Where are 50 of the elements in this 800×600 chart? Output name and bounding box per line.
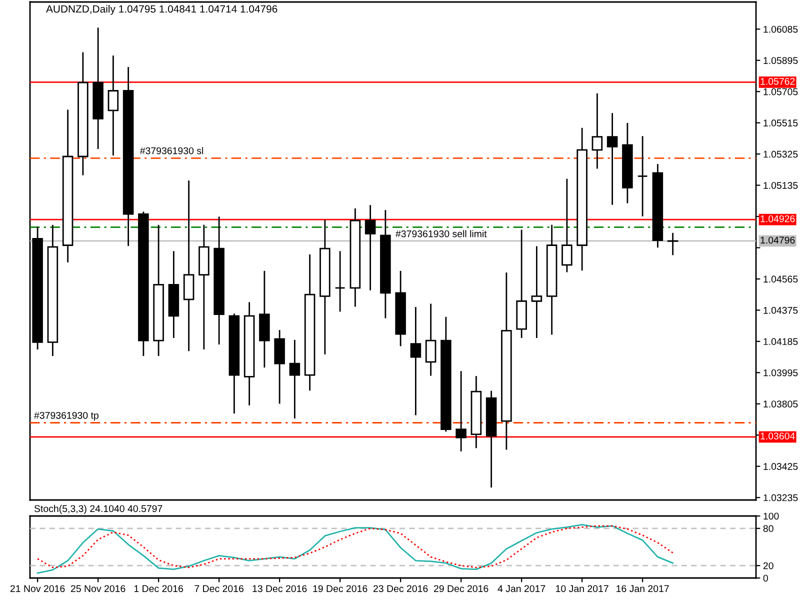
y-tick-label: 1.03235	[764, 494, 798, 502]
ref-line-label: 1.03604	[760, 432, 795, 440]
y-tick-label: 1.06085	[764, 26, 798, 33]
candlestick	[108, 56, 119, 156]
candlestick	[456, 371, 466, 452]
candlestick	[410, 307, 422, 416]
candlestick	[531, 246, 542, 338]
x-tick-label: 4 Jan 2017	[498, 585, 546, 592]
candlestick	[289, 340, 300, 419]
ref-line-label: #379361930 sl	[140, 147, 204, 154]
ref-line-label: #379361930 sell limit	[396, 230, 487, 238]
x-tick-label: 13 Dec 2016	[252, 585, 307, 592]
x-tick-label: 10 Jan 2017	[556, 585, 608, 592]
y-tick-label: 1.04375	[764, 306, 798, 314]
x-tick-label: 16 Jan 2017	[616, 585, 669, 592]
x-tick-label: 25 Nov 2016	[70, 585, 126, 592]
ref-line-label: #379361930 tp	[34, 412, 98, 421]
ref-line-label: 1.05762	[760, 78, 795, 85]
candlestick	[425, 304, 436, 376]
y-tick-label: 1.03805	[764, 400, 798, 408]
x-tick-label: 7 Dec 2016	[194, 585, 244, 592]
y-tick-label: 1.04565	[764, 276, 798, 283]
y-tick-label: 1.05135	[764, 182, 798, 189]
y-tick-label: 100	[764, 512, 779, 520]
y-tick-label: 1.03995	[764, 369, 798, 376]
y-tick-label: 1.05325	[764, 150, 798, 158]
candlestick	[667, 232, 678, 256]
x-tick-label: 1 Dec 2016	[134, 585, 183, 592]
candlestick	[364, 205, 376, 290]
y-tick-label: 1.05515	[764, 120, 798, 126]
y-tick-label: 20	[763, 562, 774, 570]
x-tick-label: 29 Dec 2016	[434, 585, 488, 592]
x-tick-label: 21 Nov 2016	[10, 585, 65, 592]
y-tick-label: 1.05895	[764, 57, 798, 64]
y-tick-label: 0	[763, 574, 768, 582]
x-tick-label: 19 Dec 2016	[313, 585, 368, 592]
y-tick-label: 1.05705	[764, 88, 798, 96]
candlestick	[562, 178, 572, 272]
candlestick	[592, 93, 603, 169]
y-tick-label: 80	[763, 525, 774, 532]
y-tick-label: 1.03425	[764, 463, 798, 470]
chart-title: AUDNZD,Daily 1.04795 1.04841 1.04714 1.04796	[46, 5, 278, 15]
y-tick-label: 1.04185	[764, 338, 798, 346]
candlestick	[334, 251, 346, 312]
ref-line-label: 1.04926	[760, 215, 795, 222]
chart-title: Stoch(5,3,3) 24.1040 40.5797	[34, 504, 162, 514]
x-tick-label: 23 Dec 2016	[373, 585, 428, 592]
ref-line-label: 1.04796	[760, 236, 795, 244]
candlestick	[637, 136, 648, 216]
candlestick	[606, 113, 618, 205]
